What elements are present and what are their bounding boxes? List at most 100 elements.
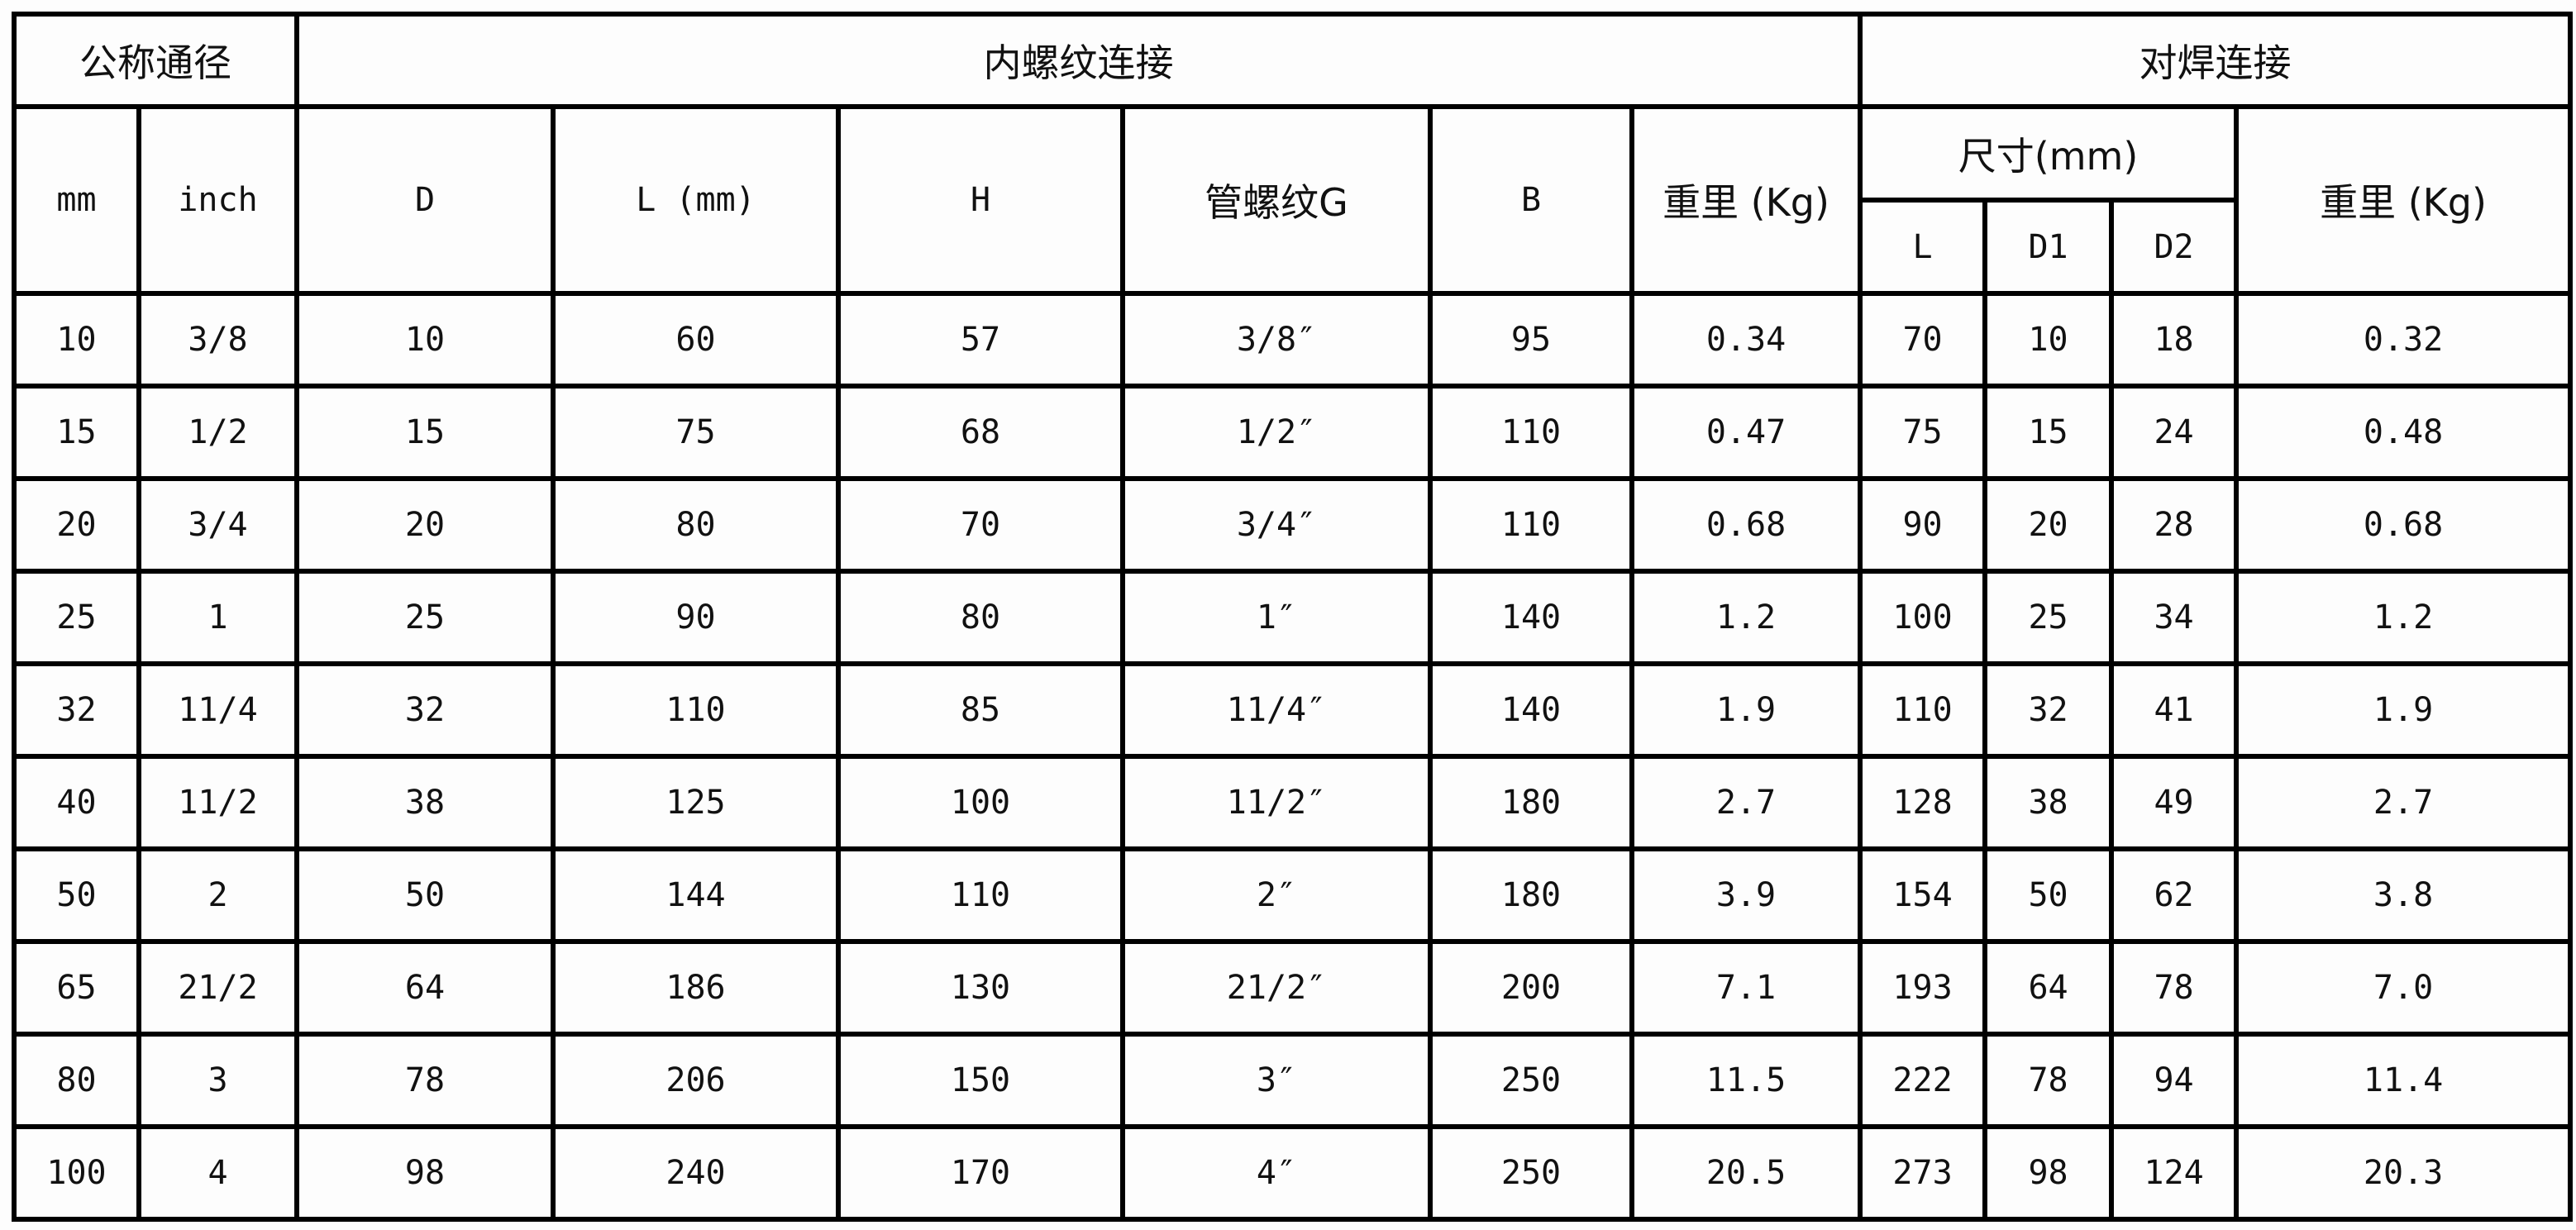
cell-G: 1″ [1120,569,1433,666]
cell-H: 70 [836,476,1125,574]
cell-G: 21/2″ [1120,939,1433,1037]
cell-weight: 11.5 [1629,1032,1863,1129]
cell-inch: 2 [136,846,299,944]
cell-mm: 80 [12,1032,141,1129]
cell-D: 32 [294,661,556,759]
cell-G: 3″ [1120,1032,1433,1129]
cell-mm: 40 [12,754,141,851]
cell-inch: 3 [136,1032,299,1129]
cell-weld_L: 70 [1858,291,1988,389]
cell-weld_D2: 18 [2109,291,2240,389]
cell-weld_L: 90 [1858,476,1988,574]
table-row: 80 3 78 206 150 3″ 250 11.5 222 78 94 11.4 [12,1032,2574,1129]
cell-D: 25 [294,569,556,666]
header-mm: mm [12,104,141,296]
cell-mm: 25 [12,569,141,666]
cell-L: 110 [551,661,841,759]
header-nominal-diameter: 公称通径 [12,12,299,109]
cell-weld_D1: 50 [1982,846,2115,944]
cell-weld_L: 75 [1858,384,1988,481]
cell-weld_D2: 78 [2109,939,2240,1037]
cell-weld_D2: 28 [2109,476,2240,574]
cell-L: 90 [551,569,841,666]
cell-D: 64 [294,939,556,1037]
cell-H: 57 [836,291,1125,389]
cell-B: 250 [1428,1124,1634,1222]
cell-weld_D1: 78 [1982,1032,2115,1129]
cell-inch: 1/2 [136,384,299,481]
cell-weld_weight: 0.48 [2234,384,2574,481]
cell-B: 95 [1428,291,1634,389]
cell-inch: 4 [136,1124,299,1222]
cell-weld_L: 100 [1858,569,1988,666]
table-row: 40 11/2 38 125 100 11/2″ 180 2.7 128 38 49 2.7 [12,754,2574,851]
cell-weight: 0.47 [1629,384,1863,481]
cell-weld_L: 128 [1858,754,1988,851]
header-weight-thread: 重里 (Kg) [1629,104,1863,296]
cell-H: 85 [836,661,1125,759]
cell-B: 180 [1428,846,1634,944]
valve-spec-table: 公称通径 内螺纹连接 对焊连接 mm inch D L (mm) H 管螺纹G … [12,12,2574,1222]
cell-H: 170 [836,1124,1125,1222]
cell-L: 75 [551,384,841,481]
cell-mm: 10 [12,291,141,389]
cell-weld_L: 273 [1858,1124,1988,1222]
cell-weld_weight: 1.2 [2234,569,2574,666]
cell-weight: 20.5 [1629,1124,1863,1222]
cell-H: 150 [836,1032,1125,1129]
cell-H: 80 [836,569,1125,666]
cell-weld_weight: 3.8 [2234,846,2574,944]
cell-G: 3/4″ [1120,476,1433,574]
cell-L: 80 [551,476,841,574]
cell-L: 206 [551,1032,841,1129]
cell-weld_weight: 1.9 [2234,661,2574,759]
header-butt-weld-connection: 对焊连接 [1858,12,2574,109]
cell-weld_D2: 24 [2109,384,2240,481]
cell-mm: 50 [12,846,141,944]
header-weld-l: L [1858,198,1988,296]
cell-D: 98 [294,1124,556,1222]
header-b: B [1428,104,1634,296]
cell-weld_D1: 64 [1982,939,2115,1037]
cell-D: 78 [294,1032,556,1129]
header-d: D [294,104,556,296]
cell-weld_D1: 15 [1982,384,2115,481]
cell-weight: 0.34 [1629,291,1863,389]
cell-weight: 1.9 [1629,661,1863,759]
header-pipe-thread: 管螺纹G [1120,104,1433,296]
cell-weight: 1.2 [1629,569,1863,666]
header-weight-weld: 重里 (Kg) [2234,104,2574,296]
cell-L: 60 [551,291,841,389]
cell-H: 110 [836,846,1125,944]
cell-H: 130 [836,939,1125,1037]
cell-weight: 7.1 [1629,939,1863,1037]
cell-inch: 1 [136,569,299,666]
cell-L: 144 [551,846,841,944]
cell-weld_weight: 0.68 [2234,476,2574,574]
cell-inch: 21/2 [136,939,299,1037]
cell-G: 2″ [1120,846,1433,944]
cell-weld_weight: 20.3 [2234,1124,2574,1222]
cell-mm: 100 [12,1124,141,1222]
cell-B: 140 [1428,569,1634,666]
header-weld-d2: D2 [2109,198,2240,296]
table-row: 32 11/4 32 110 85 11/4″ 140 1.9 110 32 41 1.9 [12,661,2574,759]
cell-G: 11/2″ [1120,754,1433,851]
cell-weight: 2.7 [1629,754,1863,851]
cell-weld_D1: 38 [1982,754,2115,851]
cell-L: 186 [551,939,841,1037]
cell-weld_D1: 98 [1982,1124,2115,1222]
cell-weld_weight: 0.32 [2234,291,2574,389]
cell-weight: 0.68 [1629,476,1863,574]
cell-weld_D1: 32 [1982,661,2115,759]
table-row: 50 2 50 144 110 2″ 180 3.9 154 50 62 3.8 [12,846,2574,944]
cell-D: 15 [294,384,556,481]
header-inch: inch [136,104,299,296]
table-row: 15 1/2 15 75 68 1/2″ 110 0.47 75 15 24 0.48 [12,384,2574,481]
cell-weld_D2: 124 [2109,1124,2240,1222]
cell-L: 125 [551,754,841,851]
cell-weld_D1: 10 [1982,291,2115,389]
table-row: 10 3/8 10 60 57 3/8″ 95 0.34 70 10 18 0.32 [12,291,2574,389]
table-row: 20 3/4 20 80 70 3/4″ 110 0.68 90 20 28 0.68 [12,476,2574,574]
cell-D: 50 [294,846,556,944]
